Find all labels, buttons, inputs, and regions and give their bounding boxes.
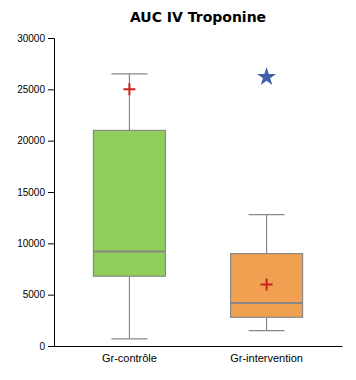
- tick: Gr-intervention: [230, 346, 303, 364]
- x-axis: Gr-contrôle Gr-intervention: [55, 346, 343, 364]
- whisker: [266, 317, 267, 330]
- series: [93, 74, 302, 339]
- whisker: [129, 74, 130, 130]
- box: [93, 74, 165, 339]
- whisker-cap: [111, 73, 147, 74]
- box-body: [93, 130, 165, 276]
- mean-marker: [123, 83, 135, 95]
- tick-mark: [48, 243, 54, 244]
- mean-marker: [261, 278, 273, 290]
- median: [93, 251, 165, 253]
- tick-mark: [48, 192, 54, 193]
- tick: Gr-contrôle: [102, 346, 157, 364]
- tick: 5000: [23, 289, 54, 300]
- y-axis: 0 5000 10000 15000 20000 25000 30000: [17, 33, 54, 352]
- plot-area: [93, 67, 302, 339]
- axis-line: [55, 346, 343, 347]
- series: [123, 83, 272, 290]
- tick-label: 15000: [17, 187, 45, 198]
- tick: 15000: [17, 187, 54, 198]
- tick-mark: [48, 38, 54, 39]
- tick-label: 25000: [17, 84, 45, 95]
- title: AUC IV Troponine: [130, 9, 266, 25]
- tick-label: 30000: [17, 33, 45, 44]
- series: [257, 67, 276, 85]
- whisker: [266, 215, 267, 254]
- tick-label: Gr-contrôle: [102, 352, 157, 364]
- tick-label: 10000: [17, 238, 45, 249]
- whisker-cap: [249, 330, 285, 331]
- tick-label: Gr-intervention: [230, 352, 303, 364]
- tick-mark: [48, 346, 54, 347]
- axis-line: [48, 39, 55, 347]
- box-body: [231, 254, 303, 318]
- tick-label: 0: [39, 341, 45, 352]
- whisker-cap: [249, 214, 285, 215]
- tick: 0: [39, 341, 54, 352]
- tick-label: 20000: [17, 135, 45, 146]
- median: [231, 302, 303, 304]
- chart: AUC IV Troponine 0 5000 10000 15000 20000 2500…: [0, 0, 356, 380]
- box: [231, 215, 303, 331]
- whisker: [129, 276, 130, 339]
- tick: 20000: [17, 135, 54, 146]
- tick-mark: [48, 141, 54, 142]
- tick: 25000: [17, 84, 54, 95]
- tick: 30000: [17, 33, 54, 44]
- point: [257, 67, 276, 85]
- tick-mark: [48, 295, 54, 296]
- tick: 10000: [17, 238, 54, 249]
- tick-mark: [48, 89, 54, 90]
- whisker-cap: [111, 338, 147, 339]
- chart-container: AUC IV Troponine 0 5000 10000 15000 20000 2500…: [0, 0, 356, 380]
- tick-label: 5000: [23, 289, 46, 300]
